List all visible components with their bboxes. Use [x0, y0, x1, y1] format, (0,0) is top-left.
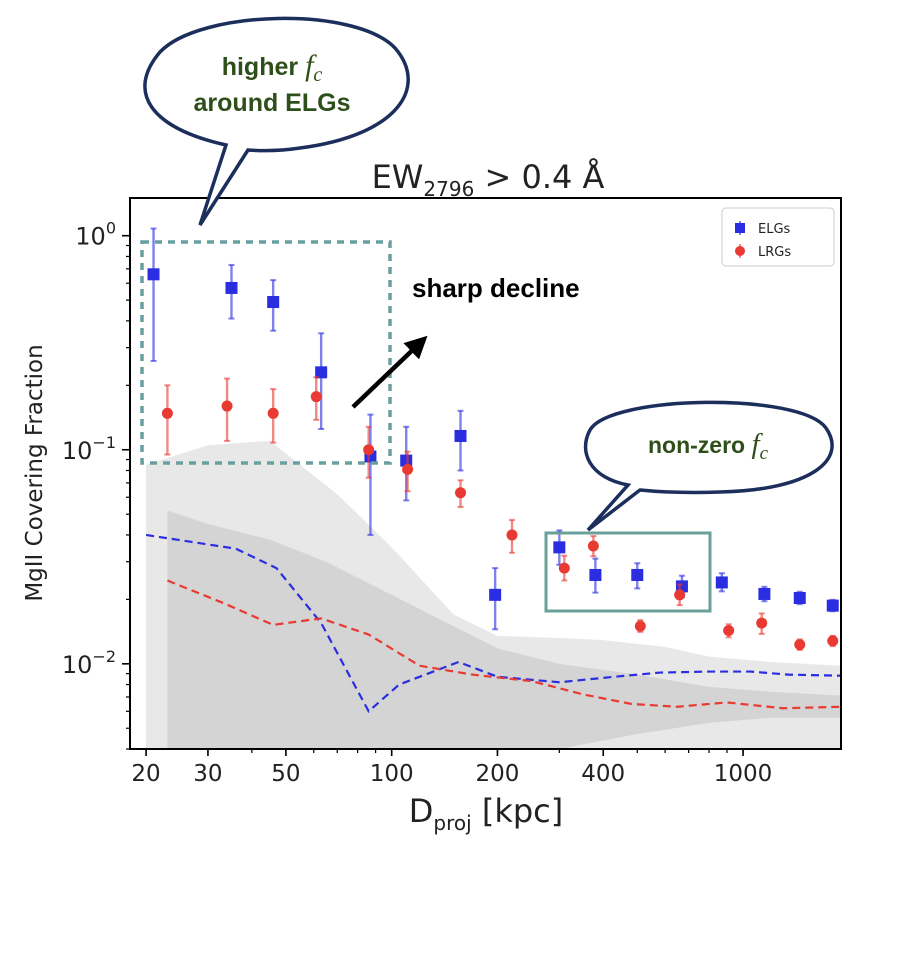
- sharp-decline-label: sharp decline: [412, 273, 580, 303]
- y-tick-label: 10−2: [62, 647, 116, 679]
- elgs-point: [715, 576, 728, 589]
- lrgs-point: [161, 407, 173, 419]
- legend-entry-elgs: ELGs: [735, 221, 791, 237]
- speech-bubble-elgs: higher fc around ELGs: [143, 16, 410, 226]
- legend: ELGs LRGs: [721, 207, 835, 267]
- x-tick-label: 100: [370, 761, 414, 787]
- chart-title: EW2796 > 0.4 Å: [372, 158, 605, 201]
- lrg-dashed-line-0: [166, 579, 841, 710]
- y-ticks: 100 10−1 10−2: [62, 219, 130, 750]
- elgs-point: [454, 429, 467, 442]
- y-axis-label: MgII Covering Fraction: [22, 344, 48, 601]
- legend-marker-lrgs: [735, 246, 745, 256]
- elgs-point: [758, 587, 771, 600]
- decline-arrow: [351, 335, 428, 409]
- x-tick-label: 30: [193, 761, 222, 787]
- elgs-point: [793, 591, 806, 604]
- lrgs-point: [363, 444, 375, 456]
- highlight-box-dashed: [140, 240, 392, 465]
- x-tick-label: 1000: [714, 761, 773, 787]
- lrgs-point: [506, 529, 518, 541]
- elgs-point: [315, 366, 328, 379]
- bubble-shape: [143, 16, 410, 226]
- elgs-point: [225, 281, 238, 294]
- lrgs-point: [756, 617, 768, 629]
- lrgs-point: [310, 391, 322, 403]
- confidence-band-0: [146, 440, 841, 749]
- lrgs-point: [587, 540, 599, 552]
- lrgs-point: [402, 463, 414, 475]
- elgs-point: [400, 454, 413, 467]
- lrgs-point: [221, 400, 233, 412]
- legend-entry-lrgs: LRGs: [735, 244, 791, 260]
- lrgs-point: [267, 407, 279, 419]
- lrgs-point: [634, 620, 646, 632]
- x-tick-label: 50: [271, 761, 300, 787]
- lrgs-point: [794, 639, 806, 651]
- elgs-point: [826, 599, 839, 612]
- highlight-box-solid: [544, 531, 712, 613]
- x-tick-label: 400: [581, 761, 625, 787]
- y-tick-label: 10−1: [62, 433, 116, 465]
- lrgs-point: [827, 635, 839, 647]
- dashed-lines: [145, 533, 841, 714]
- elgs-point: [631, 568, 644, 581]
- lrgs-point: [723, 625, 735, 637]
- bubble2-text: non-zero fc: [648, 428, 769, 464]
- y-tick-label: 100: [75, 219, 116, 251]
- x-ticks: 20 30 50 100 200 400 1000: [131, 749, 772, 787]
- data-markers: [147, 227, 839, 652]
- confidence-band-1: [167, 510, 841, 749]
- elgs-point: [553, 541, 566, 554]
- speech-bubble-nonzero: non-zero fc: [583, 400, 834, 532]
- lrgs-point: [674, 589, 686, 601]
- lrgs-point: [558, 562, 570, 574]
- bubble1-line2: around ELGs: [194, 89, 351, 117]
- elgs-point: [267, 296, 280, 309]
- x-tick-label: 20: [131, 761, 160, 787]
- legend-marker-elgs: [735, 223, 745, 233]
- elg-dashed-line-0: [145, 533, 841, 714]
- x-tick-label: 200: [475, 761, 519, 787]
- plot-frame: [129, 197, 842, 750]
- elgs-point: [589, 568, 602, 581]
- bubble1-line1: higher fc: [222, 49, 323, 86]
- legend-label-lrgs: LRGs: [758, 245, 791, 260]
- lrgs-point: [455, 487, 467, 499]
- x-axis-label: Dproj [kpc]: [409, 792, 564, 835]
- elgs-point: [147, 268, 160, 281]
- legend-box: [721, 207, 835, 267]
- legend-label-elgs: ELGs: [758, 222, 791, 237]
- confidence-bands: [146, 440, 841, 749]
- elgs-point: [489, 588, 502, 601]
- bubble-shape: [583, 400, 834, 532]
